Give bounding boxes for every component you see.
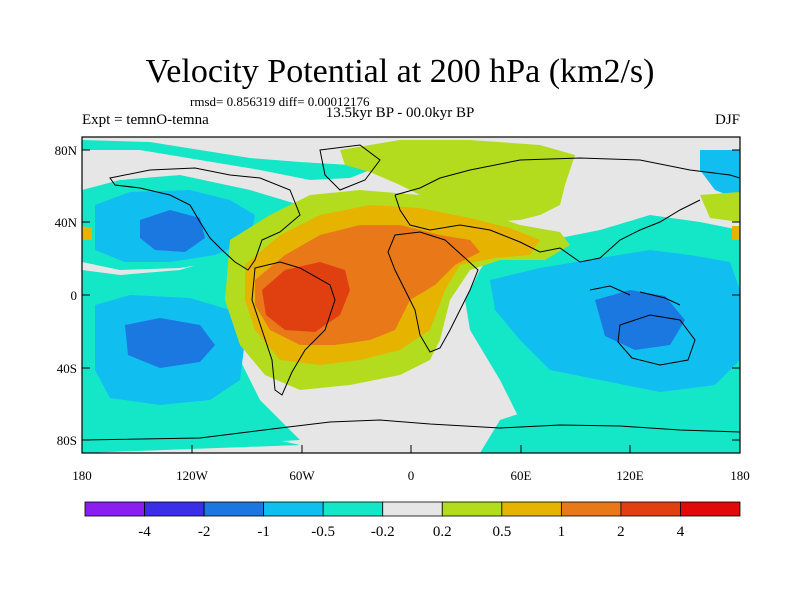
contour-darkorange-southamerica	[262, 262, 350, 332]
lon-label: 180	[72, 468, 92, 483]
colorbar-label: -0.2	[371, 524, 395, 540]
map-title: Velocity Potential at 200 hPa (km2/s)	[145, 53, 655, 90]
lon-label: 60E	[511, 468, 532, 483]
lon-label: 60W	[289, 468, 315, 483]
colorbar-swatch	[620, 501, 681, 517]
lon-labels: 180 120W 60W 0 60E 120E 180	[72, 468, 750, 483]
lon-label: 0	[408, 468, 415, 483]
contour-yellowgreen-northeast	[700, 192, 740, 222]
coast-eurasia-south	[394, 194, 701, 263]
colorbar-label: 0.5	[492, 524, 511, 540]
colorbar-label: 2	[617, 524, 625, 540]
contour-lightblue-arctic-east	[700, 150, 740, 200]
contour-field	[82, 137, 740, 453]
stats-line: rmsd= 0.856319 diff= 0.00012176	[190, 94, 370, 109]
colorbar-swatch	[263, 501, 324, 517]
coast-greenland	[319, 144, 381, 191]
lat-label: 80S	[57, 433, 77, 448]
colorbar-swatch	[322, 501, 384, 517]
lat-label: 80N	[55, 143, 78, 158]
colorbar-swatch	[84, 501, 145, 517]
lat-labels: 80N 40N 0 40S 80S	[55, 143, 78, 448]
coast-eurasia-north	[394, 157, 740, 196]
contour-cyan-antarctic-west	[82, 432, 300, 453]
coast-africa	[387, 231, 479, 353]
contour-blue-southpacific-core	[125, 318, 215, 368]
lon-label: 180	[730, 468, 750, 483]
lon-label: 120E	[616, 468, 644, 483]
colorbar-label: 1	[558, 524, 566, 540]
contour-blue-northpacific-core	[140, 210, 205, 252]
period-label: 13.5kyr BP - 00.0kyr BP	[325, 105, 475, 121]
colorbar-swatch	[382, 501, 443, 517]
coast-australia	[617, 314, 696, 366]
season-label: DJF	[714, 112, 740, 128]
colorbar-label: -0.5	[311, 524, 335, 540]
colorbar-swatch	[680, 501, 741, 517]
colorbar-label: 4	[677, 524, 685, 540]
colorbar-label: -1	[257, 524, 270, 540]
contour-orange-dateline-east	[732, 226, 740, 240]
colorbar-label: -2	[198, 524, 211, 540]
contour-cyan-arctic-west	[82, 140, 370, 180]
coast-north-america	[109, 167, 301, 271]
colorbar-swatch	[501, 501, 562, 517]
contour-blue-maritime-core	[595, 290, 685, 350]
lat-label: 40S	[57, 361, 77, 376]
coast-antarctica	[82, 419, 740, 441]
colorbar-swatch	[144, 501, 205, 517]
lon-label: 120W	[176, 468, 209, 483]
colorbar-label: 0.2	[433, 524, 452, 540]
lat-label: 0	[71, 288, 78, 303]
colorbar-swatch	[441, 501, 503, 517]
lat-tick-marks	[82, 149, 740, 441]
colorbar-swatch	[203, 501, 265, 517]
experiment-label: Expt = temnO-temna	[82, 112, 209, 128]
contour-cyan-antarctic-east	[480, 400, 740, 453]
colorbar-labels: -4 -2 -1 -0.5 -0.2 0.2 0.5 1 2 4	[138, 524, 684, 540]
colorbar-label: -4	[138, 524, 151, 540]
coast-south-america	[251, 261, 336, 396]
coast-maritime-islands	[589, 285, 681, 306]
lat-label: 40N	[55, 215, 78, 230]
colorbar	[84, 501, 741, 517]
coastlines	[82, 144, 740, 441]
contour-orange-dateline	[82, 226, 92, 240]
colorbar-swatch	[560, 501, 622, 517]
lon-tick-marks	[81, 445, 741, 453]
